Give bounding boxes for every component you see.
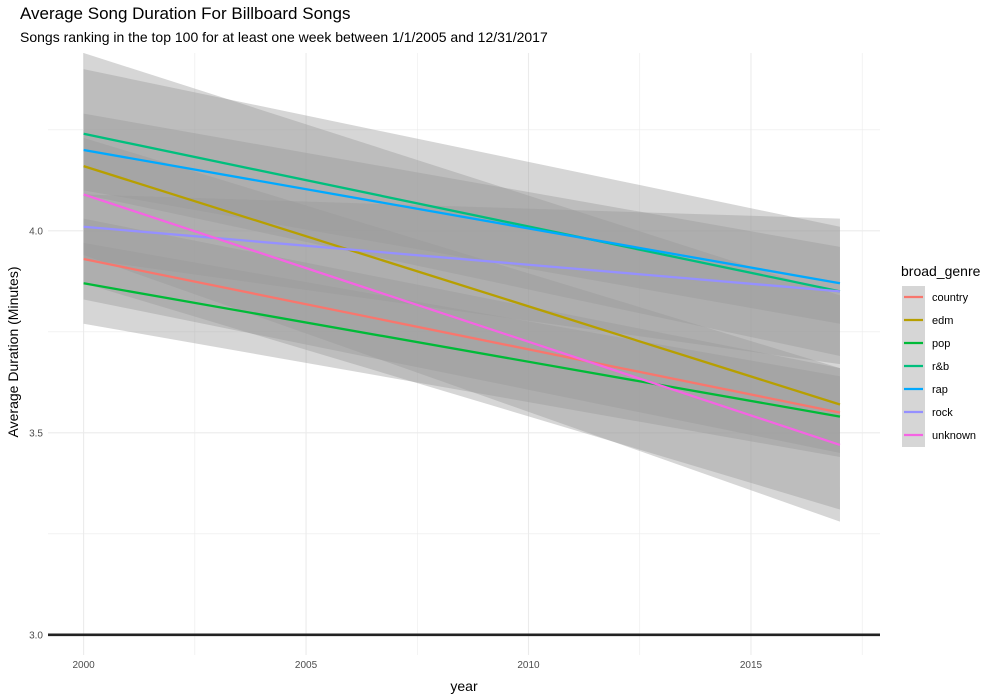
band-rap xyxy=(83,113,840,324)
legend: broad_genre country edm pop r&b rap rock unkno… xyxy=(901,263,981,447)
band-edm xyxy=(83,53,840,510)
x-tick-label: 2005 xyxy=(295,660,318,671)
band-unknown xyxy=(83,137,840,522)
x-tick-label: 2015 xyxy=(740,660,763,671)
y-axis-label: Average Duration (Minutes) xyxy=(5,267,21,438)
y-tick-label: 3.0 xyxy=(29,630,43,641)
chart-subtitle: Songs ranking in the top 100 for at leas… xyxy=(20,29,548,45)
legend-label-r&b: r&b xyxy=(932,361,949,373)
line-country xyxy=(83,257,841,414)
legend-label-country: country xyxy=(932,292,969,304)
x-tick-label: 2010 xyxy=(517,660,540,671)
x-axis-label: year xyxy=(450,678,478,694)
confidence-bands xyxy=(83,53,840,522)
band-rock xyxy=(83,194,840,365)
line-r&b xyxy=(83,132,841,293)
series-lines xyxy=(83,132,841,446)
line-rap xyxy=(83,148,841,285)
line-rock xyxy=(83,225,841,293)
legend-label-edm: edm xyxy=(932,315,953,327)
y-tick-label: 3.5 xyxy=(29,428,43,439)
legend-label-rock: rock xyxy=(932,407,953,419)
grid xyxy=(48,53,880,655)
legend-label-pop: pop xyxy=(932,338,950,350)
legend-title: broad_genre xyxy=(901,263,981,279)
line-edm xyxy=(83,165,841,406)
legend-label-unknown: unknown xyxy=(932,430,976,442)
line-unknown xyxy=(83,193,841,446)
legend-label-rap: rap xyxy=(932,384,948,396)
tick-labels: 2000 2005 2010 2015 3.0 3.5 4.0 xyxy=(29,226,762,671)
chart-title: Average Song Duration For Billboard Song… xyxy=(20,4,351,23)
y-tick-label: 4.0 xyxy=(29,226,43,237)
line-pop xyxy=(83,282,841,418)
x-tick-label: 2000 xyxy=(72,660,95,671)
